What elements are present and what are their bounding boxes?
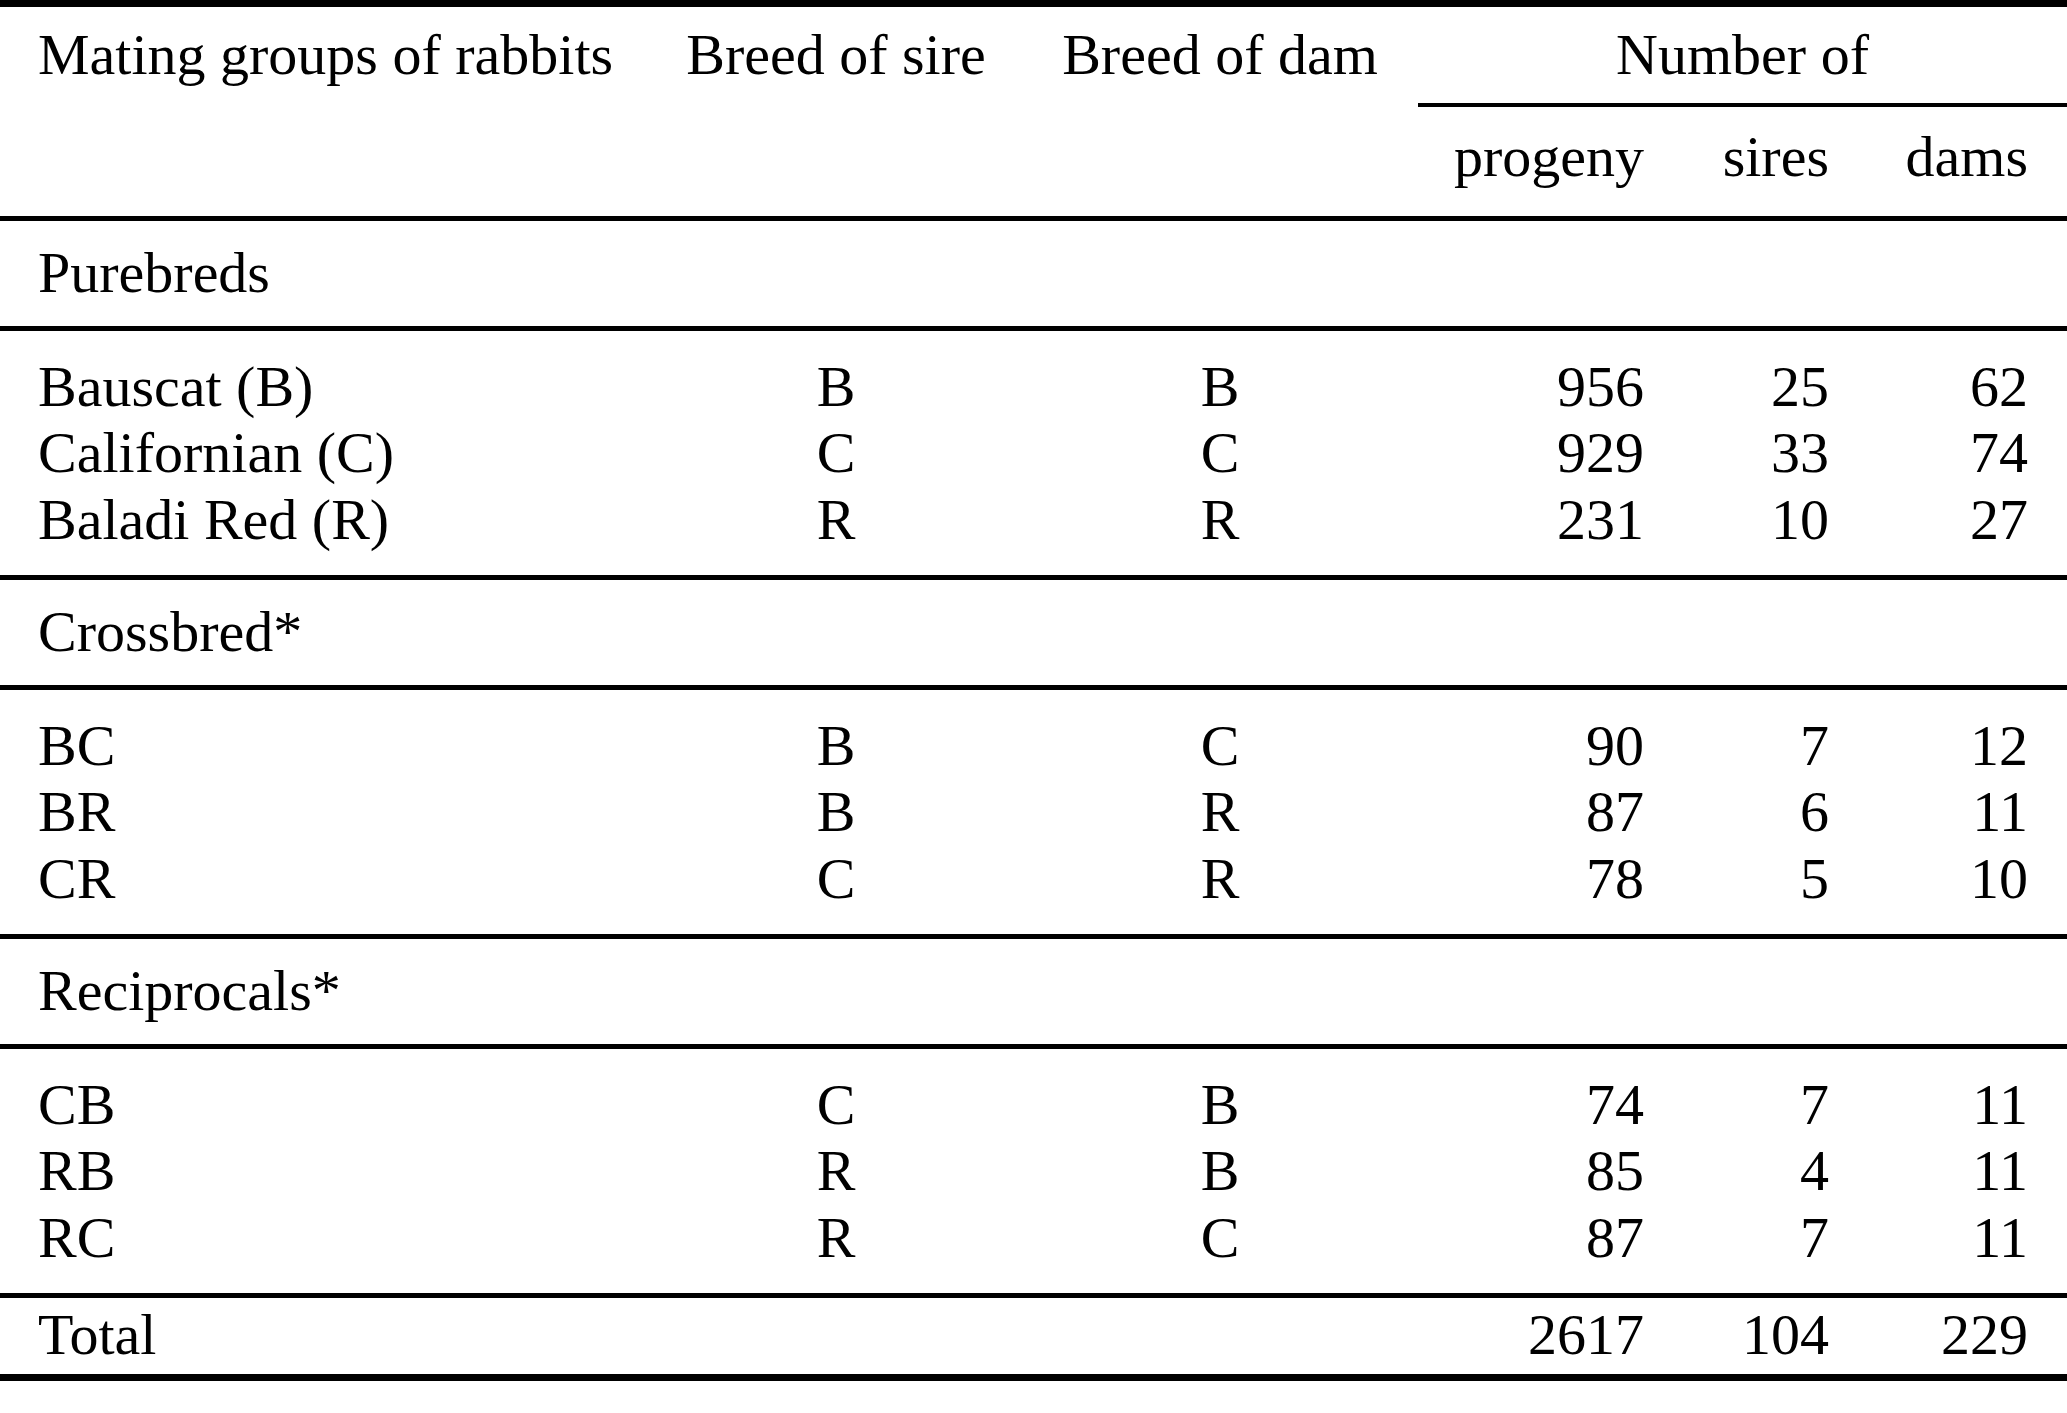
- table-row-cb: CB C B 74 7 11: [0, 1046, 2067, 1137]
- cell-progeny: 78: [1418, 847, 1650, 936]
- total-sires: 104: [1650, 1295, 1833, 1377]
- cell-progeny: 929: [1418, 420, 1650, 488]
- cell-progeny: 85: [1418, 1138, 1650, 1206]
- cell-dam: C: [1022, 420, 1418, 488]
- cell-progeny: 231: [1418, 488, 1650, 577]
- cell-dam: C: [1022, 1206, 1418, 1295]
- table-row-bauscat: Bauscat (B) B B 956 25 62: [0, 329, 2067, 420]
- cell-dams: 62: [1833, 329, 2067, 420]
- cell-dam: B: [1022, 329, 1418, 420]
- section-header-reciprocals: Reciprocals*: [0, 936, 2067, 1046]
- cell-dams: 11: [1833, 779, 2067, 847]
- cell-group: Baladi Red (R): [0, 488, 650, 577]
- cell-dams: 10: [1833, 847, 2067, 936]
- cell-sires: 4: [1650, 1138, 1833, 1206]
- col-header-sires: sires: [1650, 105, 1833, 219]
- cell-dams: 11: [1833, 1046, 2067, 1137]
- cell-progeny: 74: [1418, 1046, 1650, 1137]
- cell-sire: C: [650, 1046, 1022, 1137]
- cell-sires: 6: [1650, 779, 1833, 847]
- cell-sires: 7: [1650, 1206, 1833, 1295]
- table-row-rb: RB R B 85 4 11: [0, 1138, 2067, 1206]
- col-header-breed-of-sire: Breed of sire: [650, 4, 1022, 219]
- col-header-mating-groups: Mating groups of rabbits: [0, 4, 650, 219]
- table-row-rc: RC R C 87 7 11: [0, 1206, 2067, 1295]
- cell-progeny: 87: [1418, 779, 1650, 847]
- cell-dams: 74: [1833, 420, 2067, 488]
- header-row-main: Mating groups of rabbits Breed of sire B…: [0, 4, 2067, 105]
- cell-group: BR: [0, 779, 650, 847]
- table-body: Purebreds Bauscat (B) B B 956 25 62 Cali…: [0, 219, 2067, 1378]
- cell-group: CB: [0, 1046, 650, 1137]
- cell-sire: C: [650, 420, 1022, 488]
- cell-progeny: 87: [1418, 1206, 1650, 1295]
- mating-groups-table: Mating groups of rabbits Breed of sire B…: [0, 0, 2067, 1381]
- cell-sire: R: [650, 1138, 1022, 1206]
- section-header-purebreds: Purebreds: [0, 219, 2067, 329]
- table-row-br: BR B R 87 6 11: [0, 779, 2067, 847]
- cell-sires: 7: [1650, 687, 1833, 778]
- cell-sire: B: [650, 687, 1022, 778]
- table-row-californian: Californian (C) C C 929 33 74: [0, 420, 2067, 488]
- cell-group: RB: [0, 1138, 650, 1206]
- cell-dams: 11: [1833, 1138, 2067, 1206]
- total-progeny: 2617: [1418, 1295, 1650, 1377]
- cell-group: Bauscat (B): [0, 329, 650, 420]
- table-row-bc: BC B C 90 7 12: [0, 687, 2067, 778]
- cell-dam: R: [1022, 847, 1418, 936]
- total-dams: 229: [1833, 1295, 2067, 1377]
- col-header-progeny: progeny: [1418, 105, 1650, 219]
- cell-progeny: 956: [1418, 329, 1650, 420]
- section-label: Purebreds: [0, 219, 2067, 329]
- table-row-cr: CR C R 78 5 10: [0, 847, 2067, 936]
- cell-dams: 12: [1833, 687, 2067, 778]
- cell-dams: 11: [1833, 1206, 2067, 1295]
- col-header-dams: dams: [1833, 105, 2067, 219]
- cell-group: CR: [0, 847, 650, 936]
- cell-sire: R: [650, 1206, 1022, 1295]
- cell-sire: B: [650, 329, 1022, 420]
- section-label: Crossbred*: [0, 577, 2067, 687]
- total-row: Total 2617 104 229: [0, 1295, 2067, 1377]
- cell-progeny: 90: [1418, 687, 1650, 778]
- section-header-crossbred: Crossbred*: [0, 577, 2067, 687]
- cell-sires: 10: [1650, 488, 1833, 577]
- cell-dam: R: [1022, 488, 1418, 577]
- table-row-baladi-red: Baladi Red (R) R R 231 10 27: [0, 488, 2067, 577]
- col-header-number-of: Number of: [1418, 4, 2067, 105]
- cell-group: Californian (C): [0, 420, 650, 488]
- cell-sire: B: [650, 779, 1022, 847]
- cell-group: RC: [0, 1206, 650, 1295]
- cell-dam: B: [1022, 1046, 1418, 1137]
- cell-sire: R: [650, 488, 1022, 577]
- total-empty-dam: [1022, 1295, 1418, 1377]
- cell-sire: C: [650, 847, 1022, 936]
- cell-sires: 25: [1650, 329, 1833, 420]
- cell-sires: 5: [1650, 847, 1833, 936]
- cell-dams: 27: [1833, 488, 2067, 577]
- table-header: Mating groups of rabbits Breed of sire B…: [0, 4, 2067, 219]
- section-label: Reciprocals*: [0, 936, 2067, 1046]
- total-label: Total: [0, 1295, 650, 1377]
- total-empty-sire: [650, 1295, 1022, 1377]
- cell-sires: 33: [1650, 420, 1833, 488]
- cell-dam: B: [1022, 1138, 1418, 1206]
- cell-sires: 7: [1650, 1046, 1833, 1137]
- cell-dam: R: [1022, 779, 1418, 847]
- cell-group: BC: [0, 687, 650, 778]
- col-header-breed-of-dam: Breed of dam: [1022, 4, 1418, 219]
- cell-dam: C: [1022, 687, 1418, 778]
